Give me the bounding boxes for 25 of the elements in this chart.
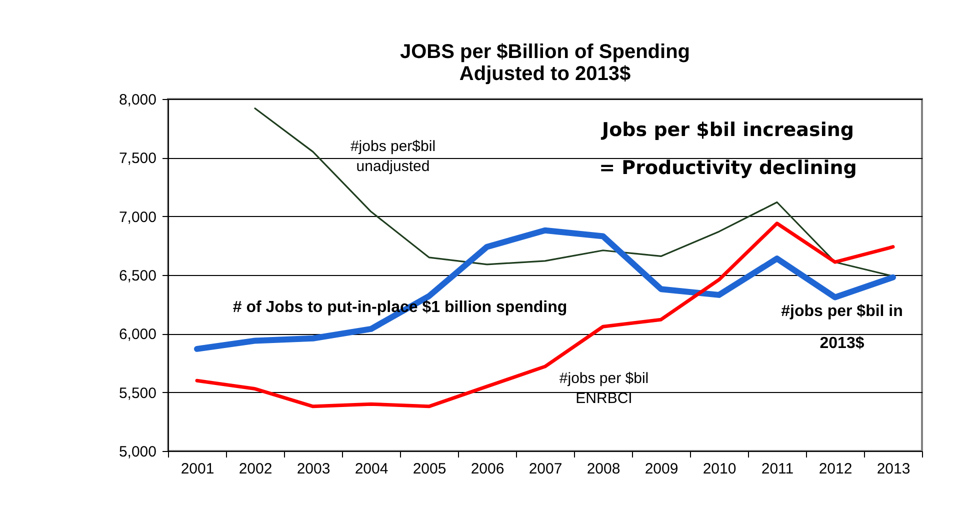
y-tick-label: 5,000 xyxy=(118,444,156,460)
x-tick-label: 2005 xyxy=(412,460,446,478)
chart-subtitle: Adjusted to 2013$ xyxy=(459,63,631,85)
x-tick-label: 2008 xyxy=(586,460,620,478)
annotation: Jobs per $bil increasing = Productivity declining xyxy=(599,119,857,179)
y-tick-label: 5,500 xyxy=(118,384,156,402)
x-tick-label: 2001 xyxy=(180,460,214,478)
annotation: #jobs per $bil in 2013$ xyxy=(781,303,903,352)
chart-title: JOBS per $Billion of Spending xyxy=(400,41,690,63)
x-tick-label: 2002 xyxy=(238,460,272,478)
y-tick-label: 6,000 xyxy=(118,326,156,344)
y-tick-label: 7,000 xyxy=(118,208,156,226)
x-tick-label: 2004 xyxy=(354,460,388,478)
x-tick-label: 2013 xyxy=(876,460,910,478)
x-tick-label: 2010 xyxy=(702,460,736,478)
x-tick-label: 2012 xyxy=(818,460,852,478)
x-tick-label: 2007 xyxy=(528,460,562,478)
x-tick-label: 2003 xyxy=(296,460,330,478)
y-tick-label: 8,000 xyxy=(118,92,156,108)
annotation: #jobs per$bil unadjusted xyxy=(350,138,436,175)
x-tick-label: 2011 xyxy=(761,460,794,478)
y-tick-label: 6,500 xyxy=(118,268,156,284)
x-tick-label: 2009 xyxy=(644,460,678,478)
x-tick-label: 2006 xyxy=(470,460,504,478)
y-tick-label: 7,500 xyxy=(118,150,156,168)
